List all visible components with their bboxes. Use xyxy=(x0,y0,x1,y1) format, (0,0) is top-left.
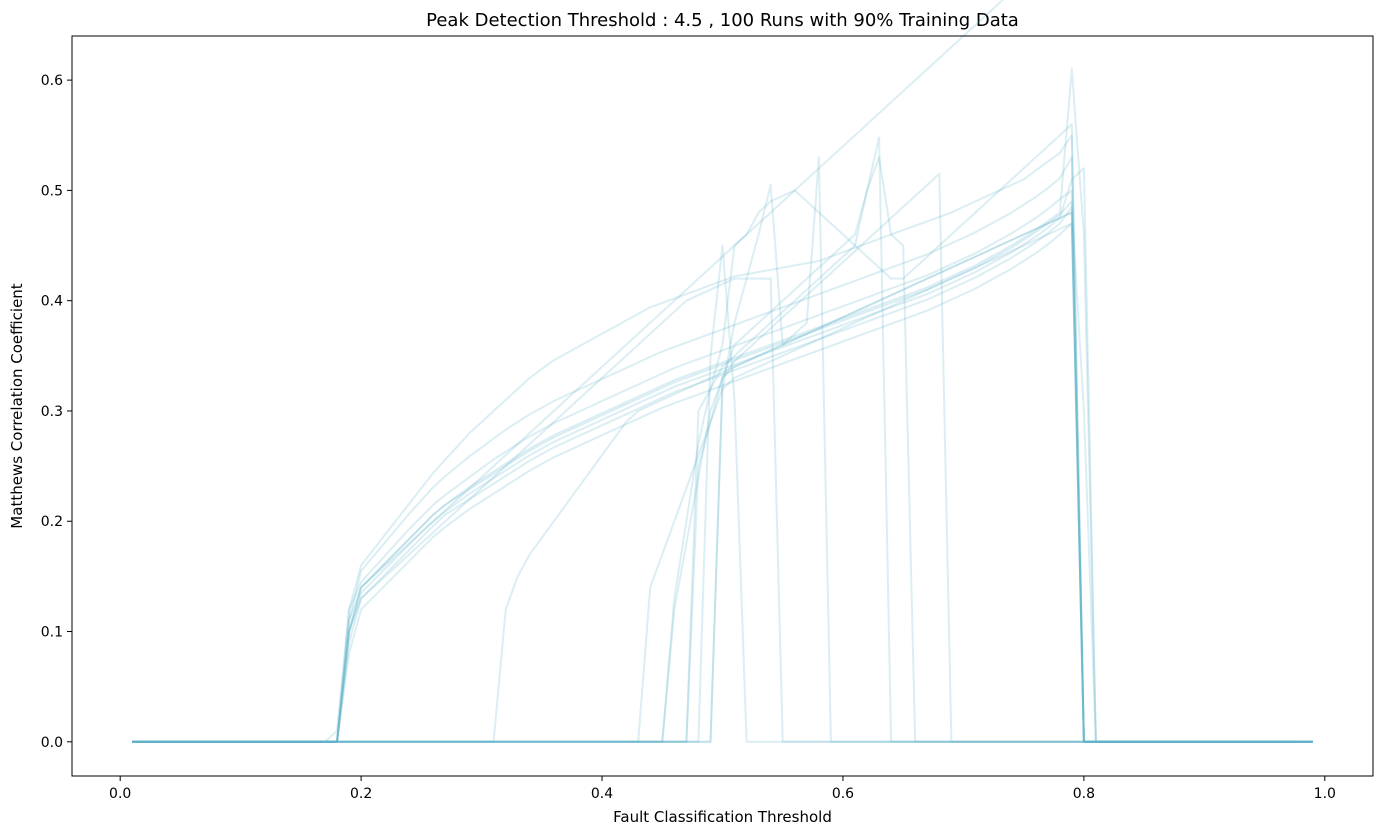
run-line-3 xyxy=(132,189,1313,743)
run-line-11 xyxy=(132,211,1313,743)
x-tick-label: 0.4 xyxy=(591,786,613,802)
x-tick-label: 0.6 xyxy=(832,786,854,802)
run-line-12 xyxy=(132,123,1313,743)
run-line-8 xyxy=(132,68,1313,743)
run-line-14 xyxy=(132,244,1313,743)
run-line-4 xyxy=(132,167,1313,743)
y-tick-label: 0.1 xyxy=(41,625,63,641)
x-tick-label: 0.2 xyxy=(350,786,372,802)
run-line-7 xyxy=(132,134,1313,743)
run-line-18 xyxy=(132,172,1289,743)
x-axis-label: Fault Classification Threshold xyxy=(613,808,832,826)
run-line-1 xyxy=(132,200,1313,743)
run-line-2 xyxy=(132,205,1313,743)
y-tick-label: 0.6 xyxy=(41,73,63,89)
chart-title: Peak Detection Threshold : 4.5 , 100 Run… xyxy=(426,10,1019,31)
y-tick-label: 0.4 xyxy=(41,294,63,310)
x-tick-label: 0.8 xyxy=(1073,786,1095,802)
run-line-10 xyxy=(132,222,1313,743)
x-tick-label: 1.0 xyxy=(1314,786,1336,802)
run-line-13 xyxy=(132,277,1313,743)
plot-frame xyxy=(71,35,1374,777)
run-line-9 xyxy=(132,211,1313,743)
y-ticks: 0.0 0.1 0.2 0.3 0.4 0.5 0.6 xyxy=(41,73,72,751)
y-tick-label: 0.0 xyxy=(41,735,63,751)
y-axis-label: Matthews Correlation Coefficient xyxy=(8,283,26,528)
x-ticks: 0.0 0.2 0.4 0.6 0.8 1.0 xyxy=(109,776,1336,802)
y-tick-label: 0.5 xyxy=(41,183,63,199)
run-line-19 xyxy=(132,0,1005,743)
run-line-16 xyxy=(132,136,1301,743)
run-line-6 xyxy=(132,222,1313,743)
lines-layer xyxy=(132,0,1313,743)
run-line-17 xyxy=(132,156,1313,743)
y-tick-label: 0.3 xyxy=(41,404,63,420)
y-tick-label: 0.2 xyxy=(41,514,63,530)
run-line-15 xyxy=(132,156,1313,743)
run-line-5 xyxy=(132,156,1313,743)
x-tick-label: 0.0 xyxy=(109,786,131,802)
